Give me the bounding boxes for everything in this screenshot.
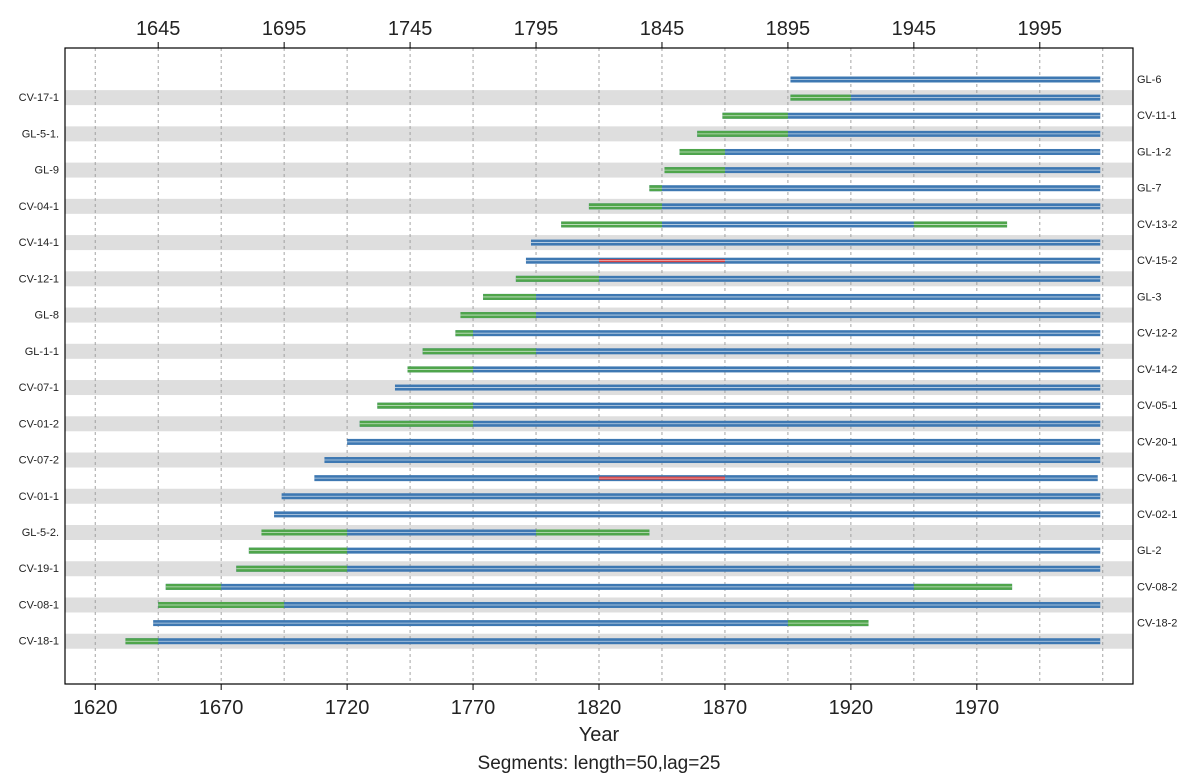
series-label-left: CV-17-1 [19, 92, 59, 104]
series-label-left: GL-9 [35, 165, 59, 177]
series-label-right: CV-13-2 [1137, 219, 1177, 231]
x-tick-label-top: 1745 [388, 18, 433, 40]
x-tick-label-top: 1795 [514, 18, 559, 40]
series-label-left: GL-8 [35, 310, 59, 322]
series-label-left: CV-12-1 [19, 273, 59, 285]
series-label-right: GL-1-2 [1137, 146, 1171, 158]
series-segments [125, 76, 1101, 645]
row-bands [65, 90, 1133, 649]
series-labels: GL-6 CV-17-1 CV-11-1 GL-5-1. GL-1-2 GL-9 GL-7 C… [19, 74, 1178, 648]
x-tick-label-bottom: 1620 [73, 697, 118, 719]
series-label-left: CV-19-1 [19, 563, 59, 575]
x-tick-label-bottom: 1920 [829, 697, 874, 719]
chart-subtitle: Segments: length=50,lag=25 [478, 753, 721, 774]
x-tick-label-top: 1895 [766, 18, 811, 40]
series-label-left: CV-01-2 [19, 418, 59, 430]
series-label-right: CV-05-1 [1137, 400, 1177, 412]
series-label-right: CV-20-1 [1137, 436, 1177, 448]
x-tick-label-bottom: 1820 [577, 697, 622, 719]
x-tick-label-bottom: 1670 [199, 697, 244, 719]
x-tick-label-top: 1695 [262, 18, 307, 40]
series-label-left: GL-5-2. [22, 527, 59, 539]
series-label-right: CV-15-2 [1137, 255, 1177, 267]
series-label-right: CV-06-1 [1137, 473, 1177, 485]
series-label-left: CV-14-1 [19, 237, 59, 249]
series-label-right: CV-11-1 [1137, 110, 1177, 122]
series-label-right: CV-02-1 [1137, 509, 1177, 521]
series-label-right: CV-08-2 [1137, 581, 1177, 593]
x-tick-label-bottom: 1770 [451, 697, 496, 719]
series-label-left: CV-18-1 [19, 636, 59, 648]
grid-lines [94, 48, 1104, 684]
series-label-right: CV-12-2 [1137, 328, 1177, 340]
series-label-left: CV-07-1 [19, 382, 59, 394]
series-label-left: GL-5-1. [22, 128, 59, 140]
series-label-right: CV-18-2 [1137, 618, 1177, 630]
x-tick-label-bottom: 1970 [955, 697, 1000, 719]
x-axis-label: Year [579, 724, 620, 746]
axis-ticks: 1620 1670 1720 1770 1820 1870 1920 1970 1645 1695… [73, 18, 1062, 719]
series-label-left: CV-01-1 [19, 491, 59, 503]
series-label-right: GL-2 [1137, 545, 1161, 557]
x-tick-label-top: 1945 [892, 18, 937, 40]
series-label-left: GL-1-1 [25, 346, 59, 358]
x-tick-label-top: 1845 [640, 18, 685, 40]
x-tick-label-bottom: 1870 [703, 697, 748, 719]
x-tick-label-top: 1995 [1018, 18, 1063, 40]
x-tick-label-bottom: 1720 [325, 697, 370, 719]
series-label-right: CV-14-2 [1137, 364, 1177, 376]
series-label-right: GL-3 [1137, 291, 1161, 303]
series-label-right: GL-7 [1137, 183, 1161, 195]
series-label-left: CV-08-1 [19, 599, 59, 611]
x-tick-label-top: 1645 [136, 18, 181, 40]
series-label-left: CV-07-2 [19, 455, 59, 467]
series-label-right: GL-6 [1137, 74, 1161, 86]
series-label-left: CV-04-1 [19, 201, 59, 213]
